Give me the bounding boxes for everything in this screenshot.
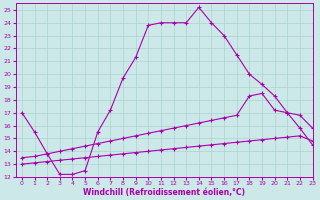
X-axis label: Windchill (Refroidissement éolien,°C): Windchill (Refroidissement éolien,°C) [83, 188, 245, 197]
